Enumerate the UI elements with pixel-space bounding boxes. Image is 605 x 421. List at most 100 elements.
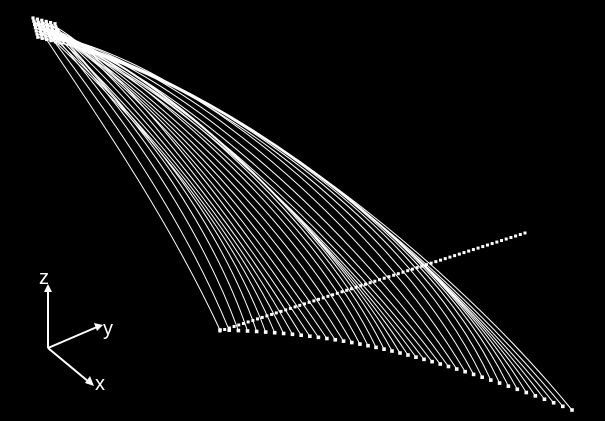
end-tick-32 — [480, 375, 484, 380]
start-node-4 — [44, 19, 48, 24]
ribbon-tick-4 — [232, 324, 236, 328]
end-tick-27 — [438, 362, 443, 366]
end-tick-39 — [542, 397, 547, 402]
ribbon-tick-57 — [481, 245, 485, 249]
ribbon-tick-31 — [359, 284, 363, 288]
end-tick-16 — [349, 340, 354, 345]
end-tick-36 — [515, 387, 520, 392]
start-node-25 — [34, 29, 38, 33]
end-tick-42 — [570, 408, 574, 412]
ribbon-tick-41 — [406, 269, 410, 273]
start-node-36 — [57, 38, 61, 42]
marker-group — [31, 0, 574, 412]
ribbon-tick-9 — [256, 317, 260, 321]
end-tick-14 — [333, 337, 338, 342]
ribbon-tick-28 — [345, 288, 349, 292]
end-tick-20 — [382, 347, 386, 351]
axes-triad — [44, 284, 103, 386]
ribbon-tick-49 — [443, 257, 447, 261]
ribbon-tick-59 — [490, 242, 494, 246]
x-axis-label: x — [95, 373, 105, 395]
ribbon-tick-42 — [410, 267, 414, 271]
end-tick-19 — [374, 345, 378, 350]
start-node-16 — [46, 26, 50, 30]
start-node-38 — [40, 36, 44, 40]
start-node-39 — [45, 37, 49, 42]
z-axis-label: z — [39, 267, 49, 289]
end-tick-17 — [358, 342, 362, 346]
ribbon-tick-18 — [298, 303, 302, 307]
start-node-10 — [45, 23, 49, 27]
ribbon-tick-61 — [500, 239, 504, 243]
x-axis-line — [47, 347, 90, 383]
ribbon-tick-60 — [495, 240, 499, 244]
start-node-22 — [47, 29, 51, 33]
start-node-35 — [53, 37, 57, 41]
end-tick-11 — [308, 334, 312, 339]
z-axis-arrowhead — [44, 284, 52, 292]
ribbon-tick-19 — [302, 302, 306, 306]
end-tick-8 — [281, 331, 286, 336]
ribbon-tick-26 — [335, 291, 339, 295]
ribbon-tick-36 — [382, 276, 386, 280]
ribbon-tick-15 — [284, 308, 288, 312]
start-node-3 — [40, 18, 44, 22]
end-tick-34 — [497, 381, 502, 385]
start-node-32 — [39, 33, 43, 37]
strand-4 — [45, 20, 249, 332]
end-tick-9 — [290, 332, 295, 337]
end-tick-22 — [398, 351, 402, 355]
ribbon-tick-35 — [378, 278, 382, 282]
ribbon-tick-53 — [462, 251, 466, 255]
ribbon-tick-7 — [246, 320, 250, 324]
y-axis-arrowhead — [94, 323, 103, 331]
ribbon-tick-10 — [260, 315, 264, 319]
ribbon-tick-12 — [270, 312, 274, 316]
ribbon-tick-47 — [434, 260, 438, 264]
end-tick-37 — [524, 390, 529, 395]
ribbon-tick-43 — [415, 266, 419, 270]
ribbon-tick-44 — [420, 264, 424, 268]
ribbon-tick-50 — [448, 255, 452, 259]
ribbon-tick-33 — [368, 281, 372, 285]
ribbon-tick-45 — [424, 263, 428, 267]
ribbon-tick-6 — [241, 321, 245, 325]
ribbon-tick-62 — [504, 237, 508, 241]
ribbon-tick-5 — [237, 323, 241, 327]
end-tick-41 — [561, 404, 565, 409]
ribbon-tick-16 — [288, 306, 292, 310]
strand-5 — [50, 22, 258, 332]
strand-29 — [53, 34, 458, 370]
ribbon-tick-46 — [429, 261, 433, 265]
start-node-9 — [41, 21, 45, 26]
ribbon-tick-48 — [439, 258, 443, 262]
ribbon-tick-51 — [453, 254, 457, 258]
start-node-8 — [36, 20, 40, 24]
end-tick-26 — [430, 359, 434, 364]
start-node-28 — [47, 32, 51, 36]
strand-9 — [42, 23, 293, 335]
start-node-21 — [42, 28, 46, 32]
ribbon-tick-64 — [514, 234, 518, 238]
ribbon-tick-23 — [321, 296, 325, 300]
start-node-30 — [56, 34, 60, 39]
end-tick-12 — [316, 335, 321, 340]
end-tick-4 — [245, 329, 250, 333]
start-node-5 — [49, 21, 53, 25]
ribbon-tick-66 — [523, 231, 527, 235]
start-node-11 — [49, 24, 53, 28]
end-tick-24 — [414, 355, 418, 359]
start-node-41 — [53, 40, 57, 44]
ribbon-tick-37 — [387, 275, 391, 279]
ribbon-tick-55 — [471, 248, 475, 252]
ribbon-tick-14 — [279, 309, 283, 313]
start-node-40 — [49, 39, 53, 43]
ribbon-tick-2 — [223, 327, 227, 331]
start-node-20 — [38, 27, 42, 31]
strand-42 — [59, 42, 573, 411]
end-tick-21 — [390, 349, 394, 353]
strand-30 — [57, 36, 466, 373]
end-tick-31 — [471, 372, 476, 377]
